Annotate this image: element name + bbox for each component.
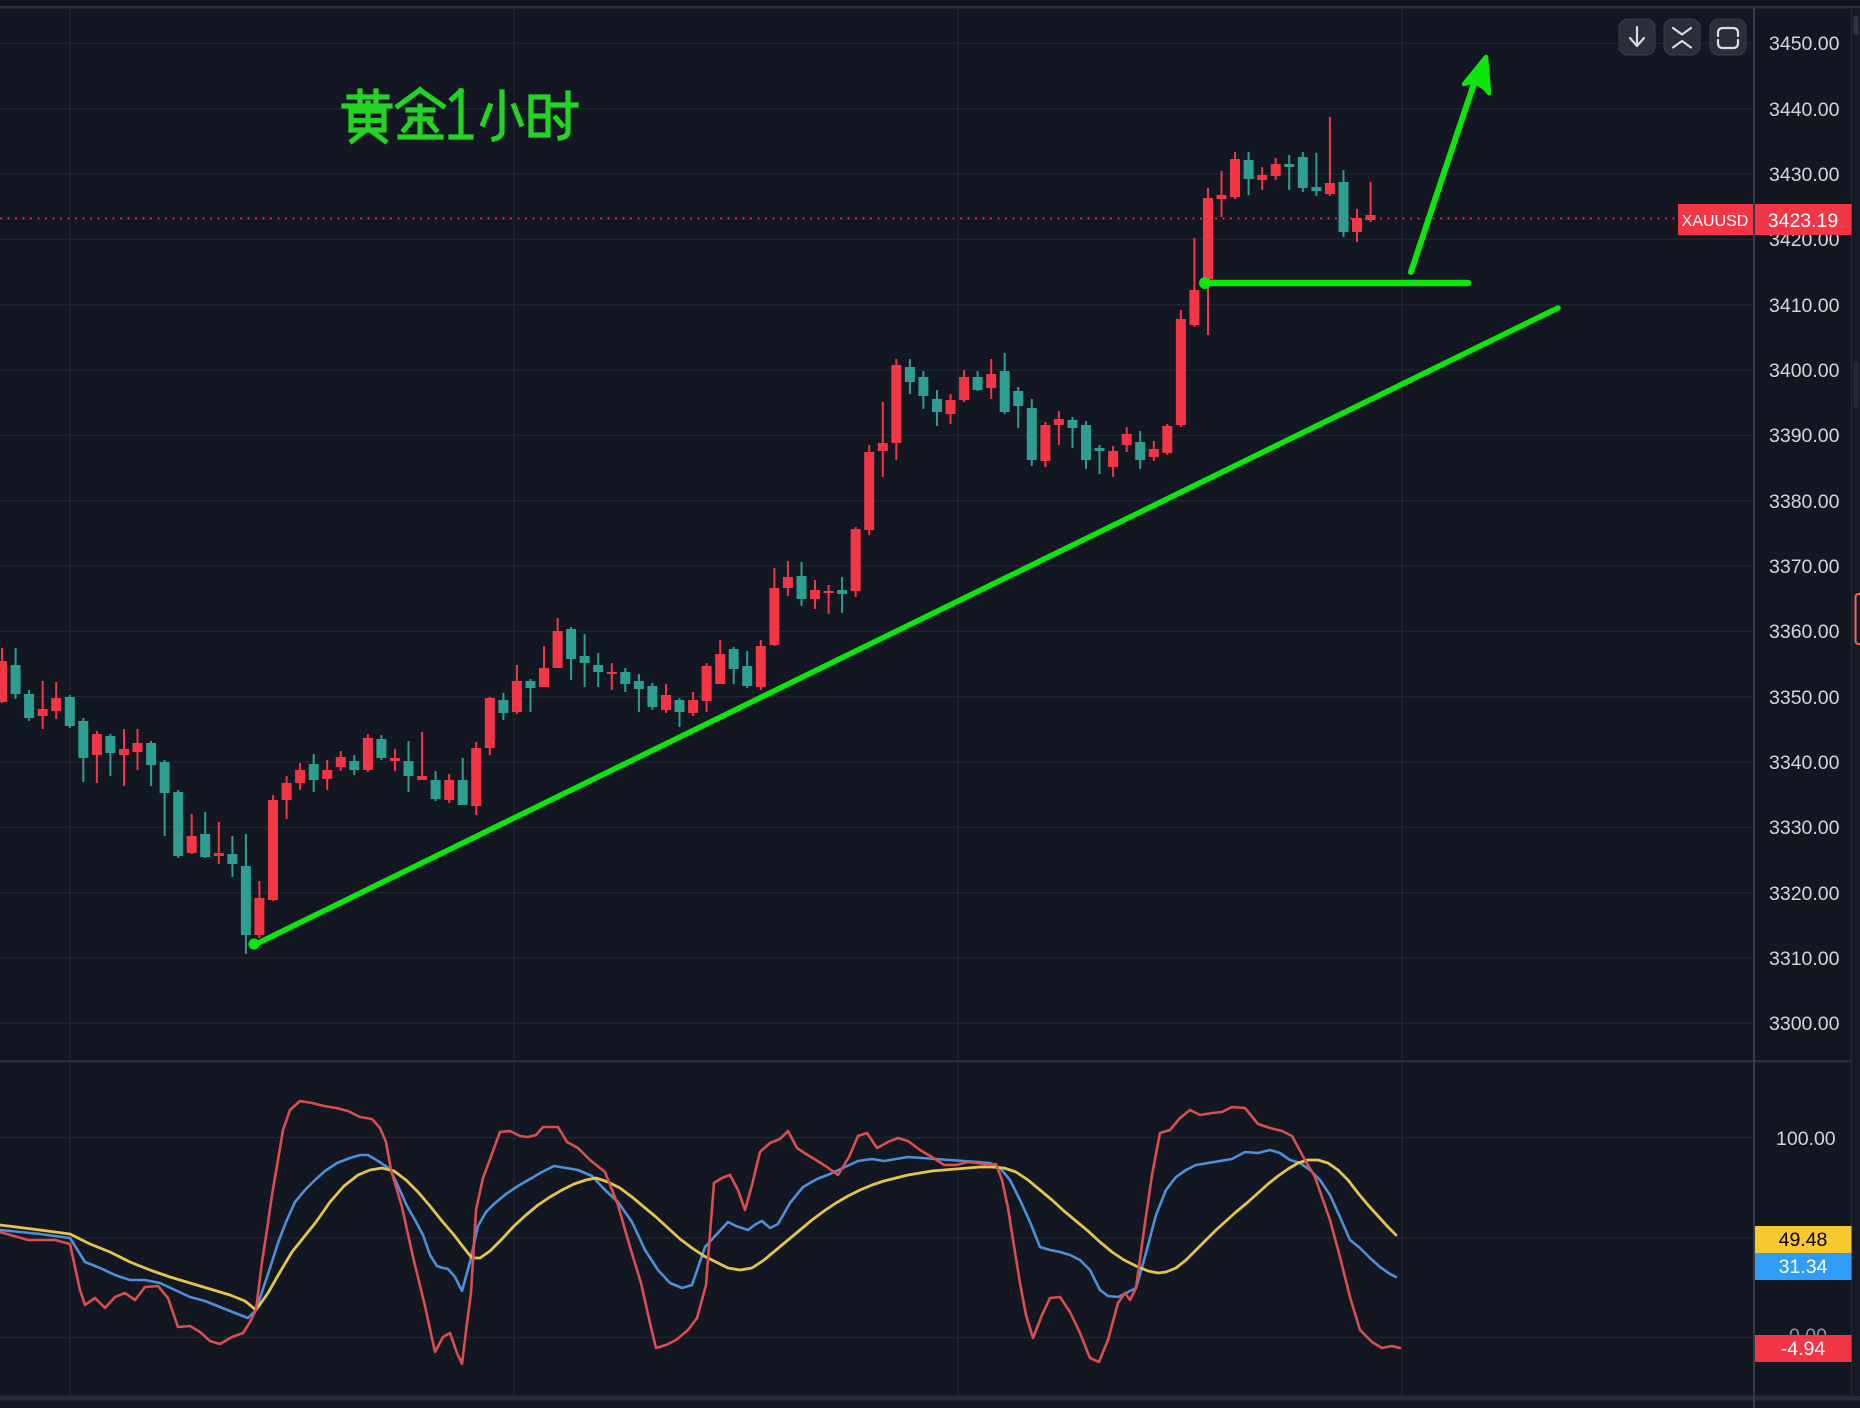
svg-text:100.00: 100.00 <box>1776 1128 1836 1150</box>
svg-text:3400.00: 3400.00 <box>1769 360 1840 382</box>
svg-text:3310.00: 3310.00 <box>1769 948 1840 970</box>
svg-text:3370.00: 3370.00 <box>1769 556 1840 578</box>
svg-text:3380.00: 3380.00 <box>1769 491 1840 513</box>
svg-text:3430.00: 3430.00 <box>1769 164 1840 186</box>
svg-text:3350.00: 3350.00 <box>1769 687 1840 709</box>
svg-text:3410.00: 3410.00 <box>1769 295 1840 317</box>
svg-text:31.34: 31.34 <box>1779 1256 1828 1278</box>
svg-text:3450.00: 3450.00 <box>1769 33 1840 55</box>
svg-text:XAUUSD: XAUUSD <box>1682 213 1749 230</box>
svg-text:3360.00: 3360.00 <box>1769 621 1840 643</box>
svg-text:-4.94: -4.94 <box>1781 1338 1826 1360</box>
svg-text:3340.00: 3340.00 <box>1769 752 1840 774</box>
svg-text:49.48: 49.48 <box>1779 1229 1828 1251</box>
svg-text:3423.19: 3423.19 <box>1768 210 1839 232</box>
svg-text:3390.00: 3390.00 <box>1769 425 1840 447</box>
svg-text:3330.00: 3330.00 <box>1769 817 1840 839</box>
svg-text:3320.00: 3320.00 <box>1769 883 1840 905</box>
svg-text:3440.00: 3440.00 <box>1769 99 1840 121</box>
svg-text:3300.00: 3300.00 <box>1769 1013 1840 1035</box>
